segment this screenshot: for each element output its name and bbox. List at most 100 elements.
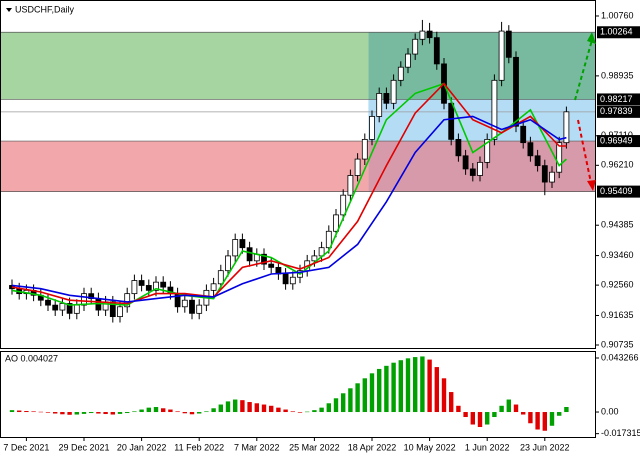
ao-bar bbox=[297, 412, 303, 413]
ao-bar bbox=[369, 373, 375, 413]
ao-bar bbox=[9, 410, 15, 413]
ao-bar bbox=[485, 412, 490, 425]
ao-bar bbox=[24, 411, 29, 413]
y-tick-label: 0.90735 bbox=[601, 339, 634, 349]
candle-body bbox=[261, 253, 267, 265]
x-tick-label: 7 Mar 2022 bbox=[234, 442, 280, 452]
moving-average bbox=[11, 115, 567, 303]
support-zone bbox=[1, 141, 369, 192]
ao-bar bbox=[499, 405, 504, 413]
ao-bar bbox=[132, 411, 137, 413]
ao-bar bbox=[53, 412, 58, 414]
candle-body bbox=[153, 281, 159, 291]
ao-bar bbox=[283, 409, 288, 413]
ao-bar bbox=[45, 412, 51, 413]
ao-bar bbox=[348, 388, 353, 413]
ao-bar bbox=[305, 411, 310, 413]
ao-bar bbox=[535, 412, 540, 430]
ao-bar bbox=[377, 368, 382, 413]
candle-body bbox=[405, 53, 411, 68]
ao-bar bbox=[117, 412, 123, 414]
arrow-head-down bbox=[587, 180, 596, 191]
candle-body bbox=[189, 299, 195, 314]
candle-body bbox=[541, 165, 548, 183]
candle-body bbox=[232, 239, 239, 257]
ao-bar bbox=[211, 408, 216, 413]
ao-bar bbox=[38, 411, 43, 413]
candle-body bbox=[160, 281, 167, 288]
candle-body bbox=[563, 111, 570, 144]
candle-body bbox=[73, 304, 80, 314]
ao-bar bbox=[218, 404, 223, 413]
ao-bar bbox=[312, 410, 317, 413]
range-zone bbox=[1, 99, 369, 142]
ao-bar bbox=[542, 412, 547, 431]
y-tick-label: 0.93460 bbox=[601, 250, 634, 260]
candle-body bbox=[340, 194, 347, 216]
candle-body bbox=[469, 168, 476, 176]
x-tick-label: 18 Apr 2022 bbox=[348, 442, 397, 452]
candle-body bbox=[239, 239, 246, 249]
y-tick-label: 0.00 bbox=[601, 406, 619, 416]
forecast-arrows bbox=[574, 32, 596, 191]
ao-bar bbox=[204, 411, 209, 413]
ao-bar bbox=[391, 362, 396, 413]
level-box bbox=[597, 93, 640, 106]
candle-body bbox=[131, 280, 138, 295]
ao-bar bbox=[125, 412, 130, 414]
ao-bar bbox=[513, 404, 519, 413]
x-tick-label: 1 Jun 2022 bbox=[465, 442, 510, 452]
candle-body bbox=[390, 79, 397, 104]
level-box bbox=[597, 26, 640, 39]
candle-body bbox=[333, 214, 339, 232]
candle-body bbox=[549, 171, 555, 183]
y-tick-label: 0.94385 bbox=[601, 220, 634, 230]
level-box bbox=[597, 135, 640, 148]
ao-bar bbox=[261, 404, 267, 413]
title-marker bbox=[6, 8, 12, 12]
candle-body bbox=[109, 301, 116, 318]
x-tick-label: 29 Dec 2021 bbox=[58, 442, 109, 452]
ao-bar bbox=[470, 412, 475, 425]
ao-bar bbox=[420, 356, 425, 413]
candle-body bbox=[325, 230, 332, 249]
ao-bar bbox=[506, 399, 511, 413]
ao-bar bbox=[197, 412, 202, 414]
candle-body bbox=[59, 303, 66, 311]
candle-body bbox=[124, 293, 131, 308]
ao-bar bbox=[384, 365, 389, 413]
candle-body bbox=[210, 283, 217, 291]
ao-bar bbox=[153, 407, 159, 413]
candle-body bbox=[45, 299, 51, 306]
candle-body bbox=[556, 142, 563, 173]
ao-bar bbox=[189, 412, 195, 415]
plot bbox=[9, 19, 570, 431]
ao-bar bbox=[175, 411, 180, 413]
x-tick-label: 23 Jun 2022 bbox=[520, 442, 570, 452]
candle-body bbox=[311, 255, 318, 262]
ao-bar bbox=[333, 398, 339, 413]
candle-body bbox=[455, 138, 462, 157]
x-tick-label: 20 Jan 2022 bbox=[117, 442, 167, 452]
candle-body bbox=[354, 158, 361, 176]
moving-average bbox=[11, 82, 567, 306]
candle-body bbox=[117, 306, 123, 318]
ao-bar bbox=[240, 400, 245, 413]
candle-body bbox=[196, 304, 203, 314]
candle-body bbox=[484, 138, 491, 163]
y-tick-label: 0.98935 bbox=[601, 70, 634, 80]
ao-bar bbox=[81, 412, 87, 414]
ao-bar bbox=[96, 412, 101, 414]
candle-body bbox=[505, 30, 512, 58]
ao-title: AO 0.004027 bbox=[5, 353, 58, 363]
ao-bar bbox=[110, 412, 115, 415]
y-tick-label: 0.92560 bbox=[601, 279, 634, 289]
candle-body bbox=[217, 270, 224, 285]
ao-bar bbox=[362, 378, 367, 413]
resistance-zone bbox=[1, 32, 369, 100]
ao-panel-frame bbox=[0, 351, 596, 438]
candle-body bbox=[534, 155, 541, 167]
price-panel-frame bbox=[0, 0, 596, 349]
ao-bar bbox=[225, 401, 231, 413]
